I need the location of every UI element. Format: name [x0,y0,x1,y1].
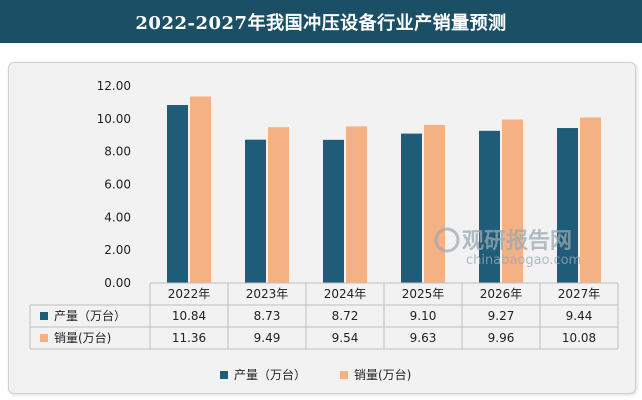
category-label: 2022年 [168,287,211,301]
legend-label-production: 产量（万台） [234,367,306,382]
y-tick-label: 8.00 [104,145,131,159]
y-tick-label: 6.00 [104,178,131,192]
category-label: 2024年 [324,287,367,301]
data-label: 9.96 [488,331,515,345]
watermark-url: chinabaogao.com [466,253,581,268]
data-label: 10.08 [562,331,596,345]
bar-production [167,105,188,283]
data-label: 10.84 [172,309,206,323]
bar-production [401,133,422,283]
bar-sales [502,119,523,284]
data-label: 9.54 [332,331,359,345]
bar-sales [268,127,289,283]
y-tick-label: 4.00 [104,210,131,224]
bar-production [323,139,344,283]
watermark-logo-icon [434,227,460,253]
legend-label-sales: 销量(万台) [354,367,411,382]
bar-sales [424,124,445,283]
data-label: 8.73 [254,309,281,323]
y-tick-label: 10.00 [97,112,131,126]
data-label: 9.10 [410,309,437,323]
chart-frame [8,62,636,394]
bar-sales [346,126,367,283]
data-label: 9.63 [410,331,437,345]
category-label: 2027年 [558,287,601,301]
bar-production [245,139,266,283]
data-label: 9.49 [254,331,281,345]
table-key-sales [40,334,48,342]
y-tick-label: 2.00 [104,243,131,257]
category-label: 2023年 [246,287,289,301]
table-key-production [40,312,48,320]
category-label: 2025年 [402,287,445,301]
page-title: 2022-2027年我国冲压设备行业产销量预测 [135,12,507,34]
data-label: 11.36 [172,331,206,345]
bar-sales [190,96,211,283]
y-tick-label: 12.00 [97,79,131,93]
legend-swatch-sales [340,371,348,379]
table-row-label: 销量(万台) [54,330,111,345]
watermark-brand: 观研报告网 [462,229,572,254]
category-label: 2026年 [480,287,523,301]
title-bar: 2022-2027年我国冲压设备行业产销量预测 [0,0,642,43]
data-label: 8.72 [332,309,359,323]
legend-swatch-production [220,371,228,379]
y-tick-label: 0.00 [104,276,131,290]
bar-production [479,130,500,283]
table-row-label: 产量（万台） [54,308,126,323]
bar-sales [580,117,601,284]
bar-production [557,128,578,283]
data-label: 9.27 [488,309,515,323]
data-label: 9.44 [566,309,593,323]
